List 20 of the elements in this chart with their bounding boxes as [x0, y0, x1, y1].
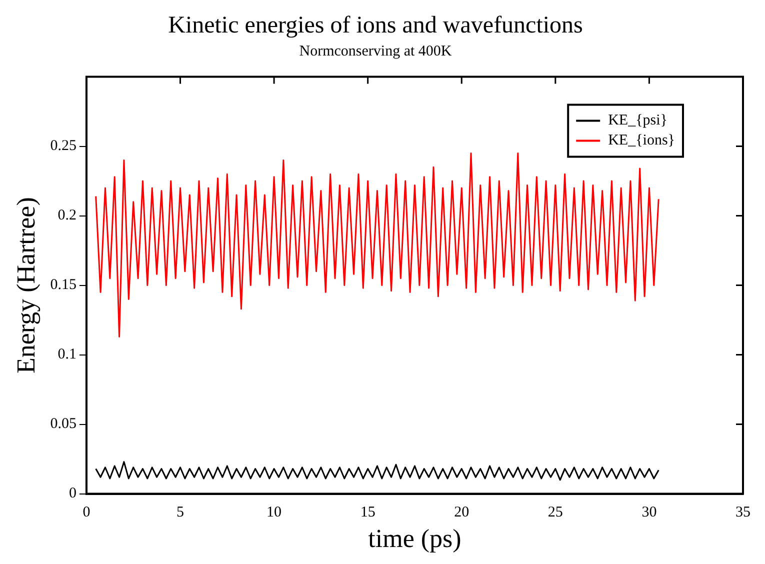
- y-tick-label: 0.2: [58, 208, 76, 224]
- x-tick-label: 30: [642, 504, 657, 521]
- chart-title: Kinetic energies of ions and wavefunctions: [168, 12, 583, 39]
- y-axis-title: Energy (Hartree): [11, 197, 40, 374]
- x-tick-label: 0: [82, 504, 90, 521]
- legend-label: KE_{ions}: [608, 132, 676, 149]
- x-axis-title: time (ps): [368, 524, 462, 554]
- chart-subtitle: Normconserving at 400K: [299, 44, 452, 60]
- legend-label: KE_{psi}: [608, 112, 668, 129]
- y-tick-label: 0.1: [58, 346, 76, 363]
- x-tick-label: 25: [548, 504, 563, 521]
- x-tick-label: 5: [176, 504, 184, 521]
- x-tick-label: 10: [266, 504, 282, 521]
- x-tick-label: 20: [454, 504, 470, 521]
- y-tick-label: 0: [68, 486, 76, 502]
- y-tick-label: 0.05: [50, 416, 76, 432]
- x-tick-label: 35: [736, 504, 750, 521]
- y-tick-label: 0.15: [50, 277, 76, 294]
- x-tick-label: 15: [360, 504, 376, 521]
- y-tick-label: 0.25: [50, 138, 76, 154]
